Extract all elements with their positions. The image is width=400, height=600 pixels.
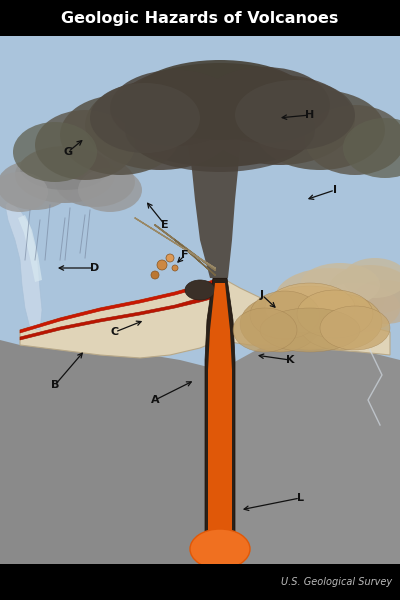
Ellipse shape <box>110 63 330 167</box>
Ellipse shape <box>55 157 135 207</box>
Text: H: H <box>305 110 315 120</box>
Ellipse shape <box>255 90 385 170</box>
Ellipse shape <box>15 147 115 203</box>
Ellipse shape <box>310 283 400 333</box>
Ellipse shape <box>78 168 142 212</box>
Polygon shape <box>0 340 220 564</box>
Ellipse shape <box>298 294 382 350</box>
Ellipse shape <box>130 60 310 140</box>
Polygon shape <box>5 200 42 330</box>
Circle shape <box>172 265 178 271</box>
Polygon shape <box>220 345 400 564</box>
Ellipse shape <box>343 118 400 178</box>
Ellipse shape <box>90 83 200 153</box>
Text: G: G <box>64 147 72 157</box>
Ellipse shape <box>0 172 48 212</box>
Ellipse shape <box>260 308 360 352</box>
Text: C: C <box>111 327 119 337</box>
Ellipse shape <box>320 306 390 350</box>
Text: L: L <box>296 493 304 503</box>
Text: U.S. Geological Survey: U.S. Geological Survey <box>281 577 392 587</box>
Text: F: F <box>181 250 189 260</box>
Polygon shape <box>205 278 235 564</box>
Ellipse shape <box>185 280 215 300</box>
Ellipse shape <box>20 146 110 190</box>
Polygon shape <box>20 278 240 358</box>
Circle shape <box>151 271 159 279</box>
Text: E: E <box>161 220 169 230</box>
Text: B: B <box>51 380 59 390</box>
Bar <box>218 370 222 564</box>
Polygon shape <box>18 215 42 282</box>
Text: Geologic Hazards of Volcanoes: Geologic Hazards of Volcanoes <box>61 10 339 25</box>
Ellipse shape <box>265 283 355 333</box>
Ellipse shape <box>343 258 400 298</box>
Ellipse shape <box>0 160 73 210</box>
Text: J: J <box>260 290 264 300</box>
Polygon shape <box>208 283 232 564</box>
Ellipse shape <box>205 75 355 165</box>
Ellipse shape <box>255 286 365 350</box>
Ellipse shape <box>250 291 320 339</box>
Bar <box>0 0 400 36</box>
Ellipse shape <box>235 80 355 150</box>
Polygon shape <box>185 95 240 278</box>
Ellipse shape <box>300 263 380 307</box>
Ellipse shape <box>110 70 240 146</box>
Text: I: I <box>333 185 337 195</box>
Polygon shape <box>20 278 218 333</box>
Ellipse shape <box>200 67 330 143</box>
Ellipse shape <box>190 529 250 569</box>
Ellipse shape <box>233 308 297 352</box>
Text: K: K <box>286 355 294 365</box>
Circle shape <box>157 260 167 270</box>
Circle shape <box>166 254 174 262</box>
Ellipse shape <box>350 280 400 324</box>
Ellipse shape <box>13 122 97 182</box>
Ellipse shape <box>328 265 400 315</box>
Ellipse shape <box>85 80 235 170</box>
Ellipse shape <box>297 290 373 338</box>
Ellipse shape <box>35 110 135 180</box>
Text: A: A <box>151 395 159 405</box>
Ellipse shape <box>240 296 320 352</box>
Polygon shape <box>220 278 390 355</box>
Ellipse shape <box>305 105 400 175</box>
Text: D: D <box>90 263 100 273</box>
Bar <box>0 564 400 600</box>
Ellipse shape <box>275 268 385 328</box>
Polygon shape <box>20 294 215 340</box>
Ellipse shape <box>125 88 315 172</box>
Bar <box>0 36 400 564</box>
Ellipse shape <box>60 95 180 175</box>
